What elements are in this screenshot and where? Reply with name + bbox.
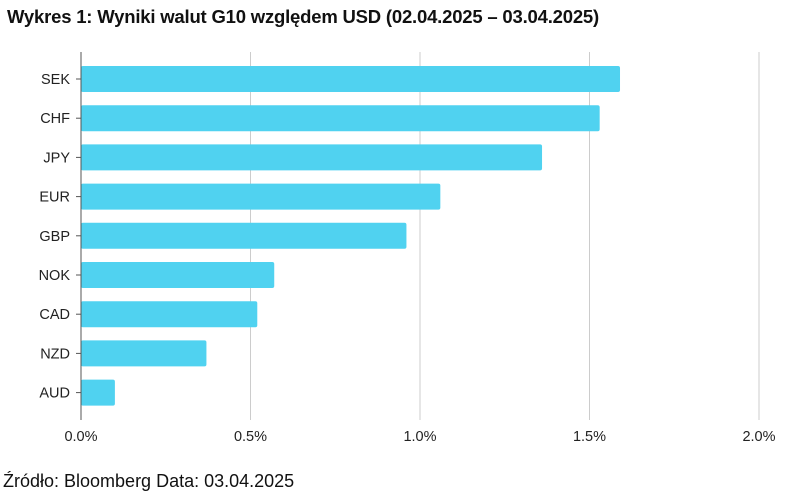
tick-labels: 0.0% 0.5% 1.0% 1.5% 2.0% <box>64 429 775 445</box>
bar-eur <box>81 183 441 210</box>
source-note: Źródło: Bloomberg Data: 03.04.2025 <box>3 471 295 491</box>
bar-nok <box>81 262 275 288</box>
category-label-cad: CAD <box>39 307 70 323</box>
category-label-nzd: NZD <box>40 346 70 362</box>
category-label-eur: EUR <box>39 190 70 206</box>
bar-cad <box>81 301 258 328</box>
bar-jpy <box>81 144 543 171</box>
chart-title: Wykres 1: Wyniki walut G10 względem USD … <box>7 6 599 27</box>
x-tick-label: 0.5% <box>234 429 267 445</box>
x-tick-label: 2.0% <box>742 429 775 445</box>
category-label-aud: AUD <box>39 386 70 402</box>
bar-sek <box>81 66 621 92</box>
x-tick-label: 1.5% <box>573 429 606 445</box>
bar-aud <box>81 379 115 406</box>
axes <box>76 52 82 420</box>
category-label-sek: SEK <box>41 72 70 88</box>
category-label-gbp: GBP <box>39 229 70 245</box>
bar-chart: SEK CHF JPY EUR GBP NOK CAD NZD AUD 0.0% 0.5% 1.0%… <box>39 52 776 445</box>
bar-gbp <box>81 222 407 249</box>
bar-chf <box>81 105 600 132</box>
category-label-chf: CHF <box>40 111 70 127</box>
bars <box>81 66 621 406</box>
category-labels: SEK CHF JPY EUR GBP NOK CAD NZD AUD <box>39 72 71 402</box>
x-tick-label: 0.0% <box>64 429 97 445</box>
category-label-jpy: JPY <box>43 150 70 166</box>
x-tick-label: 1.0% <box>403 429 436 445</box>
category-label-nok: NOK <box>39 268 71 284</box>
bar-nzd <box>81 340 207 367</box>
